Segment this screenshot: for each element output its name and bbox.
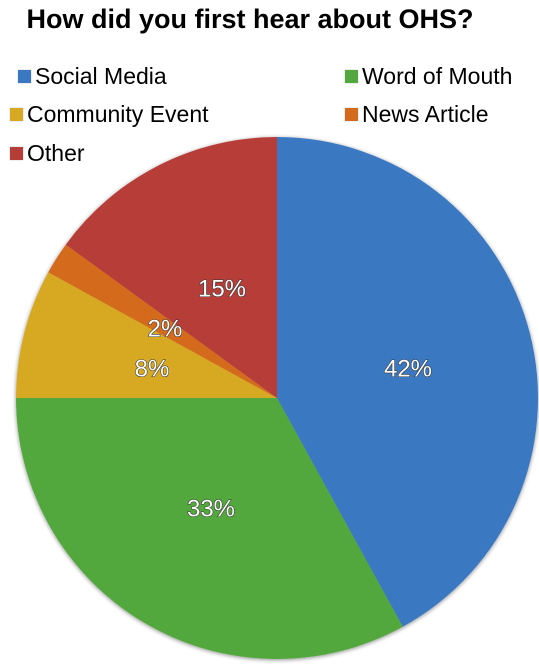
- legend-swatch-other: [10, 147, 23, 160]
- legend-item-community-event: Community Event: [10, 101, 209, 128]
- legend-label-word-of-mouth: Word of Mouth: [362, 63, 513, 89]
- legend-label-other: Other: [27, 140, 85, 166]
- pie-slice-community-event: [16, 272, 277, 398]
- legend-swatch-community-event: [10, 108, 23, 121]
- legend-label-social-media: Social Media: [35, 63, 167, 89]
- slice-label-social-media: 42%: [384, 355, 432, 382]
- legend-swatch-news-article: [345, 108, 358, 121]
- pie-slice-news-article: [48, 244, 278, 398]
- chart-title: How did you first hear about OHS?: [26, 4, 474, 34]
- slice-label-news-article: 2%: [148, 315, 183, 342]
- legend-item-word-of-mouth: Word of Mouth: [345, 63, 512, 90]
- legend-item-social-media: Social Media: [18, 63, 167, 90]
- legend-item-news-article: News Article: [345, 101, 489, 128]
- slice-label-community-event: 8%: [135, 355, 170, 382]
- legend-swatch-social-media: [18, 70, 31, 83]
- legend-item-other: Other: [10, 140, 85, 167]
- legend-swatch-word-of-mouth: [345, 70, 358, 83]
- slice-label-other: 15%: [198, 275, 246, 302]
- legend-label-community-event: Community Event: [27, 101, 209, 127]
- pie-slice-other: [65, 137, 278, 398]
- legend-label-news-article: News Article: [362, 101, 489, 127]
- pie-slice-social-media: [277, 137, 538, 627]
- slice-label-word-of-mouth: 33%: [187, 495, 235, 522]
- pie-slice-word-of-mouth: [16, 398, 403, 660]
